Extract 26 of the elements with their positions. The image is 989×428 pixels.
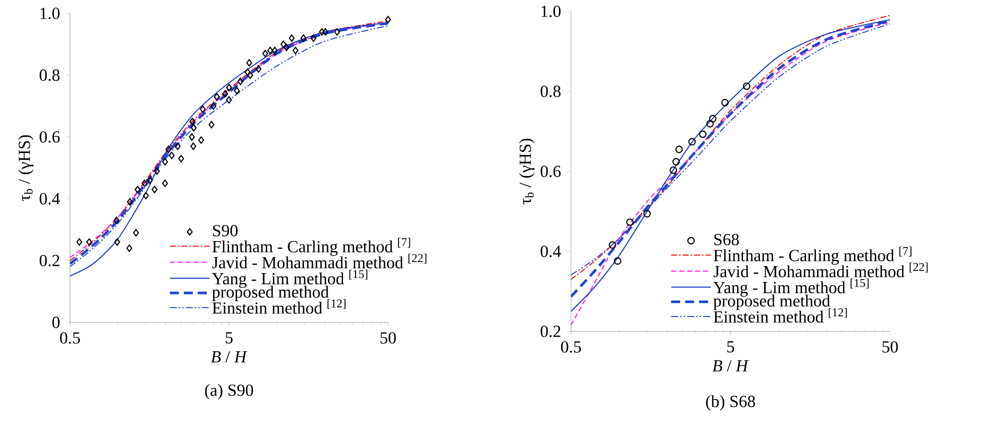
y-tick-label: 0.4	[40, 192, 60, 204]
x-tick-label: 5	[226, 332, 233, 344]
legend-label: proposed method	[212, 286, 329, 301]
x-tick-label: 5	[727, 341, 734, 352]
y-tick-label: 0.6	[540, 165, 561, 177]
x-tick-label: 50	[882, 341, 898, 352]
text: (a) S90	[205, 384, 254, 400]
y-tick-label: 0	[52, 316, 60, 328]
x-tick-label: 50	[380, 332, 396, 344]
legend-label: S90	[213, 224, 238, 236]
y-tick-label: 0.2	[40, 254, 60, 266]
y-axis-title: τ$_{b}$ / (γHS)	[18, 135, 34, 201]
y-tick-label: 0.6	[40, 131, 60, 143]
legend-label: S68	[714, 234, 739, 246]
x-tick-label: 0.5	[561, 341, 581, 353]
y-axis-title: τ$_{b}$ / (γHS)	[519, 138, 534, 204]
text: (b) S68	[706, 395, 756, 410]
y-tick-label: 0.8	[540, 85, 561, 97]
y-tick-label: 0.8	[40, 69, 60, 81]
x-axis-title: B / H	[210, 351, 248, 362]
y-tick-label: 1.0	[542, 5, 561, 17]
y-tick-label: 0.4	[540, 245, 561, 257]
x-axis-title: B / H	[712, 360, 749, 372]
y-tick-label: 1.0	[40, 7, 60, 19]
x-tick-label: 0.5	[60, 332, 80, 344]
y-tick-label: 0.2	[540, 325, 560, 337]
